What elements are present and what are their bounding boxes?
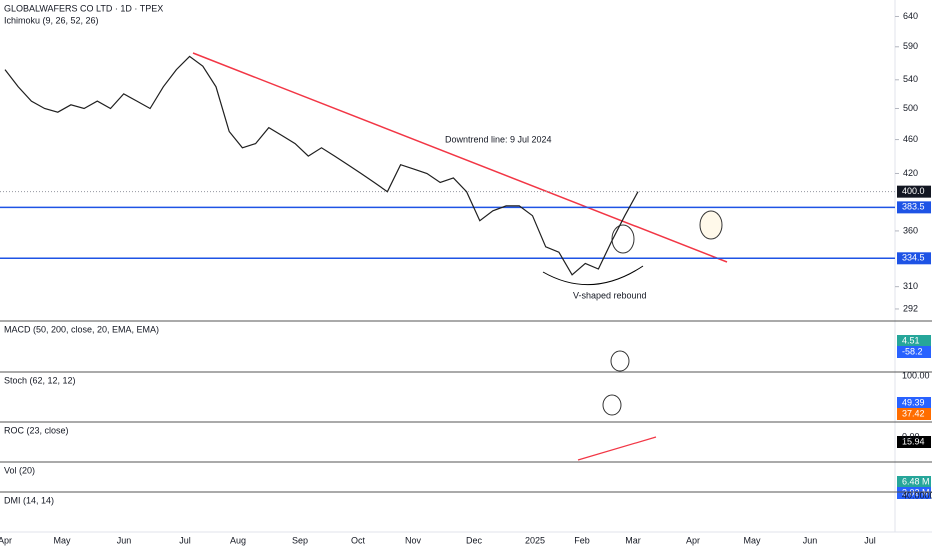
x-tick-label: Jul: [864, 535, 876, 545]
y-tick-label: 360: [903, 225, 918, 235]
y-tick-label: 460: [903, 134, 918, 144]
x-tick-label: Jun: [803, 535, 818, 545]
value-tag-label: -58.2: [902, 346, 923, 356]
price-tag-label: 400.0: [902, 186, 925, 196]
value-tag-label: 37.42: [902, 408, 925, 418]
price-tag-label: 334.5: [902, 253, 925, 263]
y-tick-label: 420: [903, 168, 918, 178]
x-tick-label: 2025: [525, 535, 545, 545]
rebound-arc: [542, 265, 644, 286]
price-tag-label: 383.5: [902, 202, 925, 212]
pane-title: ROC (23, close): [4, 425, 69, 435]
x-tick-label: Jun: [117, 535, 132, 545]
price-tag: [897, 201, 931, 214]
pane-title: MACD (50, 200, close, 20, EMA, EMA): [4, 324, 159, 334]
value-tag-label: 15.94: [902, 436, 925, 446]
value-tag-label: 100.00: [902, 370, 930, 380]
price-tag: [897, 252, 931, 265]
pane-title: Vol (20): [4, 465, 35, 475]
pane-title: DMI (14, 14): [4, 495, 54, 505]
x-tick-label: May: [743, 535, 761, 545]
roc-arrow: [577, 436, 657, 461]
value-tag: [897, 436, 931, 448]
x-tick-label: May: [53, 535, 71, 545]
y-tick-label: 500: [903, 103, 918, 113]
highlight-circle: [699, 210, 723, 240]
value-tag-label: 49.39: [902, 397, 925, 407]
x-tick-label: Apr: [0, 535, 12, 545]
y-tick-label: 540: [903, 74, 918, 84]
value-tag: [897, 397, 931, 409]
x-tick-label: Jul: [179, 535, 191, 545]
annotation: Downtrend line: 9 Jul 2024: [445, 134, 552, 144]
y-tick-label: 292: [903, 303, 918, 313]
x-tick-label: Feb: [574, 535, 590, 545]
value-tag-label: 4.51: [902, 335, 920, 345]
value-tag-label: 0.00: [902, 431, 920, 441]
x-tick-label: Apr: [686, 535, 700, 545]
value-tag: [897, 476, 931, 488]
y-tick-label: 640: [903, 11, 918, 21]
x-tick-label: Aug: [230, 535, 246, 545]
y-tick-label: 590: [903, 41, 918, 51]
x-tick-label: Oct: [351, 535, 366, 545]
chart-title: GLOBALWAFERS CO LTD · 1D · TPEX: [4, 3, 163, 13]
value-tag: [897, 408, 931, 420]
x-tick-label: Sep: [292, 535, 308, 545]
annotation: V-shaped rebound: [573, 290, 647, 300]
highlight-circle: [610, 350, 630, 372]
highlight-circle: [611, 224, 635, 254]
x-tick-label: Mar: [625, 535, 641, 545]
value-tag-label: 6.48 M: [902, 476, 930, 486]
price-tag: [897, 185, 931, 198]
y-tick-label: 310: [903, 281, 918, 291]
x-tick-label: Dec: [466, 535, 483, 545]
value-tag: [897, 487, 931, 499]
highlight-circle: [602, 394, 622, 416]
indicator-label: Ichimoku (9, 26, 52, 26): [4, 15, 99, 25]
x-tick-label: Nov: [405, 535, 422, 545]
price-line: [4, 55, 639, 276]
pane-title: Stoch (62, 12, 12): [4, 375, 76, 385]
value-tag-label: 40.0000: [902, 490, 932, 500]
value-tag: [897, 346, 931, 358]
value-tag: [897, 335, 931, 347]
trend-line: [192, 52, 728, 263]
